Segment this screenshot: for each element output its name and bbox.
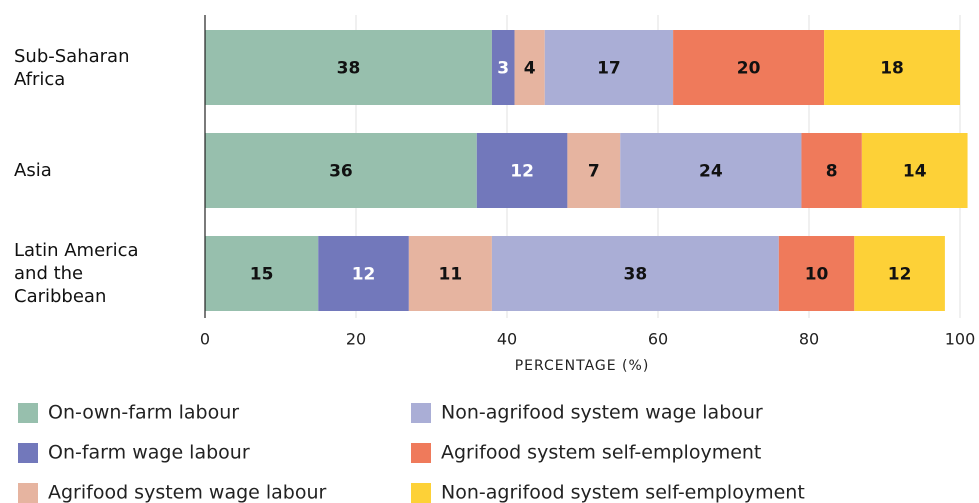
data-label: 4 [524, 59, 536, 79]
x-tick-label: 20 [346, 330, 366, 349]
bar-segment [205, 30, 492, 105]
data-label: 20 [737, 59, 761, 79]
data-label: 38 [624, 265, 648, 285]
data-label: 36 [329, 162, 353, 182]
data-label: 24 [699, 162, 723, 182]
data-label: 15 [250, 265, 274, 285]
data-label: 12 [888, 265, 912, 285]
bar-segment [620, 133, 802, 208]
legend-swatch [411, 483, 431, 503]
legend-swatch [18, 443, 38, 463]
data-label: 11 [439, 265, 463, 285]
legend-label: Agrifood system self-employment [441, 442, 761, 464]
x-tick-label: 40 [497, 330, 517, 349]
bar-segment [861, 133, 968, 208]
bar-segment [854, 236, 945, 311]
category-label: Sub-Saharan Africa [14, 45, 130, 90]
data-label: 38 [337, 59, 361, 79]
bar-segment [514, 30, 545, 105]
legend-swatch [411, 443, 431, 463]
bar-segment [476, 133, 568, 208]
legend-label: On-own-farm labour [48, 402, 239, 424]
data-label: 18 [880, 59, 904, 79]
bar-segment [205, 236, 319, 311]
data-label: 17 [597, 59, 621, 79]
legend-label: Agrifood system wage labour [48, 482, 327, 503]
legend-swatch [18, 483, 38, 503]
bar-segment [205, 133, 477, 208]
data-label: 7 [588, 162, 600, 182]
legend-swatch [411, 403, 431, 423]
legend-label: Non-agrifood system self-employment [441, 482, 805, 503]
bar-segment [544, 30, 674, 105]
data-label: 10 [805, 265, 829, 285]
data-label: 3 [497, 59, 509, 79]
bar-segment [801, 133, 862, 208]
x-axis-label: PERCENTAGE (%) [515, 358, 650, 374]
x-tick-label: 80 [799, 330, 819, 349]
x-tick-label: 60 [648, 330, 668, 349]
x-tick-label: 100 [945, 330, 976, 349]
bar-segment [408, 236, 492, 311]
data-label: 14 [903, 162, 927, 182]
bar-segment [824, 30, 960, 105]
bar-segment [673, 30, 825, 105]
bar-segment [778, 236, 855, 311]
data-label: 12 [352, 265, 376, 285]
data-label: 8 [826, 162, 838, 182]
legend-label: On-farm wage labour [48, 442, 250, 464]
bar-segment [318, 236, 409, 311]
bar-segment [567, 133, 621, 208]
legend-swatch [18, 403, 38, 423]
x-tick-label: 0 [200, 330, 210, 349]
data-label: 12 [510, 162, 534, 182]
category-label: Asia [14, 160, 52, 181]
category-label: Latin America and the Caribbean [14, 240, 139, 307]
bar-segment [491, 30, 515, 105]
bar-segment [491, 236, 779, 311]
legend-label: Non-agrifood system wage labour [441, 402, 763, 424]
